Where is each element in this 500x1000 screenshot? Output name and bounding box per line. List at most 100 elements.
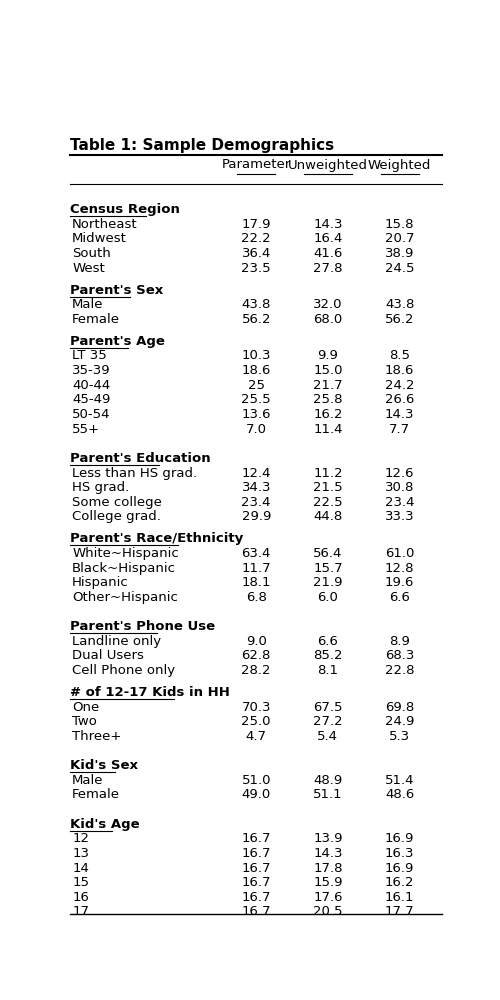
Text: 21.5: 21.5 [313,481,343,494]
Text: 24.5: 24.5 [385,262,414,275]
Text: 15.7: 15.7 [313,562,343,575]
Text: 15: 15 [72,876,89,889]
Text: 56.2: 56.2 [385,313,414,326]
Text: 48.6: 48.6 [385,788,414,801]
Text: 20.5: 20.5 [313,905,342,918]
Text: 13.9: 13.9 [313,832,342,845]
Text: 33.3: 33.3 [385,510,414,523]
Text: 16.7: 16.7 [242,847,271,860]
Text: 40-44: 40-44 [72,379,110,392]
Text: 30.8: 30.8 [385,481,414,494]
Text: 67.5: 67.5 [313,701,342,714]
Text: South: South [72,247,111,260]
Text: 41.6: 41.6 [313,247,342,260]
Text: 35-39: 35-39 [72,364,111,377]
Text: Kid's Sex: Kid's Sex [70,759,138,772]
Text: 14.3: 14.3 [313,218,342,231]
Text: White~Hispanic: White~Hispanic [72,547,179,560]
Text: 69.8: 69.8 [385,701,414,714]
Text: 7.0: 7.0 [246,423,267,436]
Text: College grad.: College grad. [72,510,161,523]
Text: 17.8: 17.8 [313,862,342,875]
Text: 5.4: 5.4 [318,730,338,743]
Text: 12: 12 [72,832,89,845]
Text: 16.7: 16.7 [242,876,271,889]
Text: 16.2: 16.2 [385,876,414,889]
Text: 11.2: 11.2 [313,467,343,480]
Text: Midwest: Midwest [72,232,127,245]
Text: 11.4: 11.4 [313,423,342,436]
Text: 14: 14 [72,862,89,875]
Text: 16.9: 16.9 [385,862,414,875]
Text: 14.3: 14.3 [385,408,414,421]
Text: 12.8: 12.8 [385,562,414,575]
Text: Kid's Age: Kid's Age [70,818,140,831]
Text: 18.6: 18.6 [242,364,271,377]
Text: 25.0: 25.0 [242,715,271,728]
Text: Northeast: Northeast [72,218,138,231]
Text: 23.4: 23.4 [242,496,271,509]
Text: Two: Two [72,715,97,728]
Text: 9.0: 9.0 [246,635,266,648]
Text: 51.4: 51.4 [385,774,414,787]
Text: 6.8: 6.8 [246,591,266,604]
Text: Hispanic: Hispanic [72,576,129,589]
Text: 15.9: 15.9 [313,876,342,889]
Text: 16.3: 16.3 [385,847,414,860]
Text: 22.2: 22.2 [242,232,271,245]
Text: 85.2: 85.2 [313,649,342,662]
Text: 55+: 55+ [72,423,100,436]
Text: Weighted: Weighted [368,158,432,172]
Text: 61.0: 61.0 [385,547,414,560]
Text: Cell Phone only: Cell Phone only [72,664,176,677]
Text: Parent's Education: Parent's Education [70,452,211,465]
Text: Other~Hispanic: Other~Hispanic [72,591,178,604]
Text: 12.4: 12.4 [242,467,271,480]
Text: Male: Male [72,774,104,787]
Text: 17.7: 17.7 [385,905,414,918]
Text: Parent's Age: Parent's Age [70,335,165,348]
Text: 8.9: 8.9 [389,635,410,648]
Text: 28.2: 28.2 [242,664,271,677]
Text: Parent's Race/Ethnicity: Parent's Race/Ethnicity [70,532,244,545]
Text: 49.0: 49.0 [242,788,271,801]
Text: # of 12-17 Kids in HH: # of 12-17 Kids in HH [70,686,230,699]
Text: 50-54: 50-54 [72,408,110,421]
Text: 16.2: 16.2 [313,408,342,421]
Text: 21.9: 21.9 [313,576,342,589]
Text: 48.9: 48.9 [314,774,342,787]
Text: 43.8: 43.8 [385,298,414,311]
Text: 17: 17 [72,905,89,918]
Text: 29.9: 29.9 [242,510,271,523]
Text: Parent's Sex: Parent's Sex [70,284,164,297]
Text: 23.4: 23.4 [385,496,414,509]
Text: 8.1: 8.1 [318,664,338,677]
Text: 25: 25 [248,379,265,392]
Text: Parent's Phone Use: Parent's Phone Use [70,620,216,633]
Text: 38.9: 38.9 [385,247,414,260]
Text: HS grad.: HS grad. [72,481,130,494]
Text: 15.8: 15.8 [385,218,414,231]
Text: 19.6: 19.6 [385,576,414,589]
Text: 12.6: 12.6 [385,467,414,480]
Text: LT 35: LT 35 [72,349,107,362]
Text: 16.7: 16.7 [242,832,271,845]
Text: 16.1: 16.1 [385,891,414,904]
Text: 18.1: 18.1 [242,576,271,589]
Text: 9.9: 9.9 [318,349,338,362]
Text: 51.0: 51.0 [242,774,271,787]
Text: 26.6: 26.6 [385,393,414,406]
Text: 17.9: 17.9 [242,218,271,231]
Text: 70.3: 70.3 [242,701,271,714]
Text: 34.3: 34.3 [242,481,271,494]
Text: 16.7: 16.7 [242,905,271,918]
Text: 62.8: 62.8 [242,649,271,662]
Text: Census Region: Census Region [70,203,180,216]
Text: 56.2: 56.2 [242,313,271,326]
Text: 63.4: 63.4 [242,547,271,560]
Text: 45-49: 45-49 [72,393,110,406]
Text: West: West [72,262,105,275]
Text: 16: 16 [72,891,89,904]
Text: 14.3: 14.3 [313,847,342,860]
Text: Less than HS grad.: Less than HS grad. [72,467,198,480]
